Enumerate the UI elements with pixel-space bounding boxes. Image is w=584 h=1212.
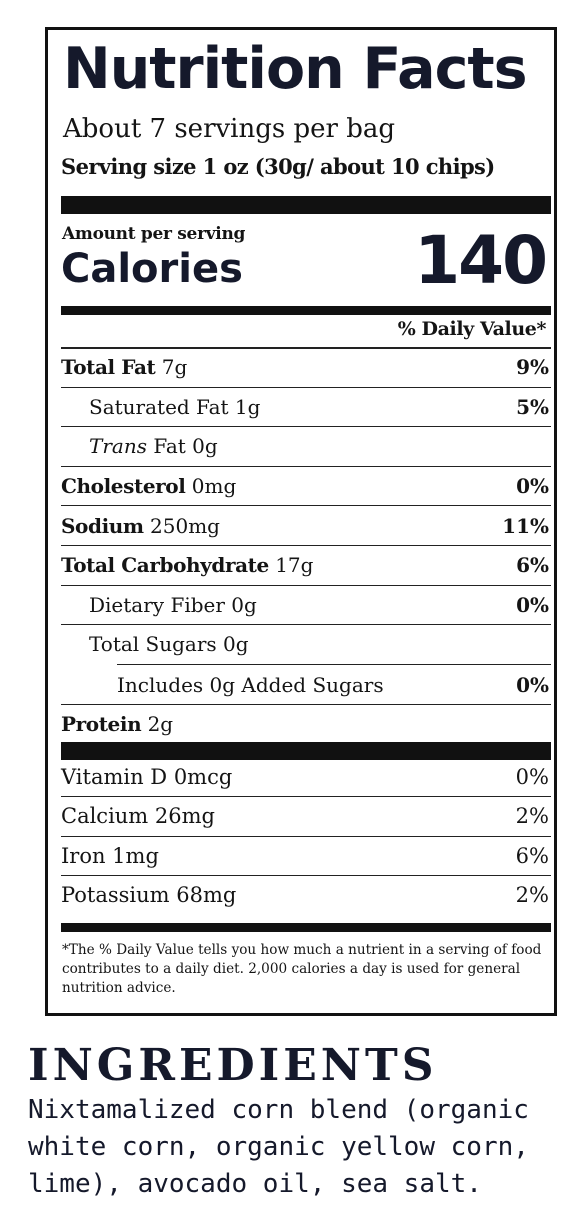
vitamin-daily-value: 2% <box>515 804 549 829</box>
vitamin-name: Vitamin D 0mcg <box>61 765 233 790</box>
nutrient-daily-value: 9% <box>516 355 549 380</box>
nutrient-amount: Fat 0g <box>153 434 218 459</box>
nutrient-row-dietary-fiber: Dietary Fiber 0g 0% <box>61 586 551 626</box>
amount-per-serving: Amount per serving <box>62 224 246 244</box>
nutrient-name: Protein <box>61 712 142 737</box>
added-sugars-divider <box>117 663 551 666</box>
vitamin-row-potassium: Potassium 68mg 2% <box>61 876 551 914</box>
nutrient-daily-value: 6% <box>516 553 549 578</box>
medium-divider <box>61 306 551 315</box>
nutrient-amount: 2g <box>147 712 174 737</box>
vitamin-row-iron: Iron 1mg 6% <box>61 837 551 876</box>
nutrient-amount: 250mg <box>150 513 220 538</box>
nutrient-name: Dietary Fiber <box>89 592 225 617</box>
daily-value-header: % Daily Value* <box>397 318 547 340</box>
nutrient-row-saturated-fat: Saturated Fat 1g 5% <box>61 388 551 428</box>
nutrient-amount: 0g <box>231 592 257 617</box>
nutrient-row-total-carbohydrate: Total Carbohydrate 17g 6% <box>61 546 551 586</box>
nutrient-list: Total Fat 7g 9% Saturated Fat 1g 5% Tran… <box>61 348 551 743</box>
calories-label: Calories <box>61 246 243 292</box>
thick-divider-top <box>61 196 551 214</box>
nutrient-daily-value: 0% <box>516 592 549 617</box>
nutrient-name: Includes 0g Added Sugars <box>117 672 384 697</box>
ingredients-text: Nixtamalized corn blend (organic white c… <box>28 1095 529 1199</box>
ingredients-title: INGREDIENTS <box>28 1040 438 1091</box>
serving-size: Serving size 1 oz (30g/ about 10 chips) <box>61 154 495 179</box>
vitamin-name: Calcium 26mg <box>61 804 215 829</box>
nutrient-amount: 0g <box>223 632 249 657</box>
nutrient-name: Total Carbohydrate <box>61 553 269 578</box>
nutrient-daily-value: 0% <box>516 672 549 697</box>
thin-divider <box>61 347 551 349</box>
nutrient-daily-value: 5% <box>516 394 549 419</box>
vitamin-name: Potassium 68mg <box>61 883 237 908</box>
nutrient-amount: 7g <box>161 355 188 380</box>
nutrient-row-total-sugars: Total Sugars 0g <box>61 625 551 664</box>
nutrient-row-sodium: Sodium 250mg 11% <box>61 506 551 546</box>
nutrition-facts-panel: Nutrition Facts About 7 servings per bag… <box>45 27 557 1016</box>
calories-value: 140 <box>414 222 548 299</box>
nutrient-row-trans-fat: Trans Fat 0g <box>61 427 551 467</box>
daily-value-footnote: *The % Daily Value tells you how much a … <box>62 942 542 996</box>
nutrient-name: Total Sugars <box>89 632 217 657</box>
vitamin-daily-value: 2% <box>515 883 549 908</box>
nutrient-amount: 1g <box>234 394 261 419</box>
nutrition-facts-title: Nutrition Facts <box>63 36 528 102</box>
vitamin-daily-value: 6% <box>515 843 549 868</box>
nutrient-row-protein: Protein 2g <box>61 705 551 744</box>
medium-divider-bottom <box>61 923 551 932</box>
vitamin-name: Iron 1mg <box>61 843 159 868</box>
nutrient-daily-value: 0% <box>516 474 549 499</box>
nutrient-amount: 17g <box>275 553 314 578</box>
vitamin-list: Vitamin D 0mcg 0% Calcium 26mg 2% Iron 1… <box>61 758 551 914</box>
vitamin-daily-value: 0% <box>515 765 549 790</box>
nutrient-row-total-fat: Total Fat 7g 9% <box>61 348 551 388</box>
nutrient-daily-value: 11% <box>502 513 549 538</box>
thick-divider-middle <box>61 742 551 760</box>
nutrient-row-cholesterol: Cholesterol 0mg 0% <box>61 467 551 507</box>
nutrient-name: Total Fat <box>61 355 156 380</box>
nutrient-name: Trans <box>89 434 147 459</box>
vitamin-row-vitamin-d: Vitamin D 0mcg 0% <box>61 758 551 798</box>
vitamin-row-calcium: Calcium 26mg 2% <box>61 797 551 837</box>
servings-per-container: About 7 servings per bag <box>63 114 396 144</box>
nutrient-name: Cholesterol <box>61 474 186 499</box>
nutrient-row-added-sugars: Includes 0g Added Sugars 0% <box>61 665 551 705</box>
nutrient-name: Saturated Fat <box>89 394 229 419</box>
nutrient-name: Sodium <box>61 513 144 538</box>
nutrient-amount: 0mg <box>191 474 237 499</box>
